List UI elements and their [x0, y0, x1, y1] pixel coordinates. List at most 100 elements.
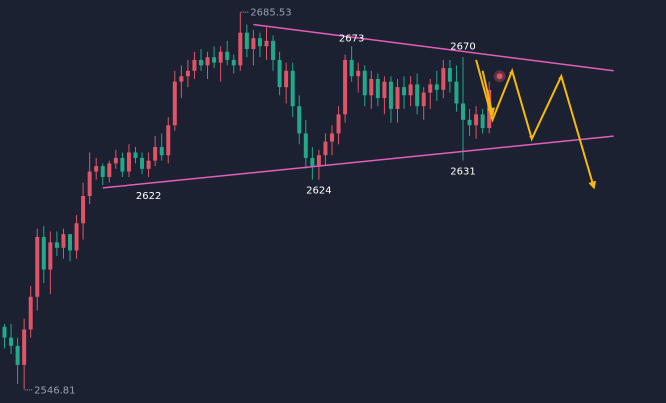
- candle-body: [231, 59, 236, 66]
- high-extreme-label: 2685.53: [250, 8, 291, 19]
- candle-body: [22, 329, 27, 365]
- candle: [9, 324, 14, 354]
- candle-body: [212, 57, 217, 63]
- candle-body: [133, 152, 138, 158]
- level-annotation: 2622: [136, 191, 161, 202]
- candle: [467, 108, 472, 137]
- candle: [441, 59, 446, 99]
- candle-body: [87, 171, 92, 197]
- candle-body: [54, 242, 59, 248]
- candle: [35, 228, 40, 311]
- candle-body: [421, 92, 426, 107]
- candle: [48, 231, 53, 295]
- candle: [81, 182, 86, 240]
- candles-layer: [2, 12, 492, 390]
- candle-body: [2, 326, 7, 338]
- candle-body: [408, 84, 413, 96]
- candle-body: [159, 147, 164, 156]
- candle-body: [428, 84, 433, 93]
- candle-body: [461, 103, 465, 120]
- candle-body: [238, 32, 243, 66]
- candle: [153, 136, 158, 167]
- low-extreme-label: 2546.81: [34, 385, 75, 396]
- candle-body: [68, 234, 72, 251]
- candle: [257, 32, 262, 58]
- candle-body: [61, 234, 66, 248]
- candle: [126, 144, 131, 177]
- candle: [199, 49, 203, 71]
- candle-body: [415, 84, 420, 107]
- candle-body: [467, 119, 472, 126]
- candle: [28, 285, 33, 338]
- candle-body: [94, 166, 99, 172]
- candle: [22, 318, 27, 390]
- candle: [264, 27, 269, 60]
- candle: [271, 35, 276, 71]
- candle-body: [375, 78, 380, 99]
- candle: [284, 62, 289, 104]
- candle: [421, 87, 426, 120]
- candle-body: [343, 59, 348, 115]
- level-annotation: 2670: [450, 41, 475, 52]
- candle: [74, 215, 79, 259]
- candle: [54, 231, 59, 256]
- candle-body: [192, 59, 197, 71]
- candle: [120, 152, 125, 177]
- candle: [61, 228, 66, 259]
- candle: [15, 337, 20, 384]
- trendlines-layer: [102, 23, 614, 189]
- candle-body: [153, 147, 158, 161]
- candle-body: [146, 160, 151, 169]
- candle-body: [244, 32, 249, 50]
- candle-body: [113, 157, 118, 164]
- candle-body: [35, 236, 40, 297]
- candle-body: [310, 157, 315, 167]
- candle: [100, 163, 105, 186]
- candle: [205, 51, 210, 79]
- candle-body: [349, 59, 354, 77]
- candle-body: [480, 114, 485, 128]
- candle: [94, 157, 99, 180]
- candle-body: [303, 133, 308, 158]
- candle: [192, 51, 197, 79]
- candle-body: [15, 345, 20, 365]
- candle: [323, 133, 328, 167]
- candle: [310, 147, 315, 180]
- candle-body: [330, 133, 334, 142]
- candle: [415, 73, 420, 115]
- candle: [133, 147, 138, 164]
- candle: [402, 76, 407, 109]
- candle: [375, 73, 380, 107]
- current-marker: [496, 73, 503, 80]
- candle-body: [356, 70, 361, 77]
- candle: [474, 106, 479, 139]
- candle: [159, 133, 164, 161]
- candle-body: [120, 157, 125, 172]
- candle: [343, 54, 348, 123]
- candle-body: [166, 125, 171, 156]
- candle-body: [140, 157, 145, 169]
- candle: [428, 78, 433, 109]
- candle-body: [290, 70, 295, 107]
- candle-body: [41, 236, 46, 270]
- candle-body: [284, 70, 289, 88]
- candle-body: [362, 70, 367, 96]
- candle: [238, 12, 243, 71]
- candle-body: [447, 68, 452, 82]
- candle-body: [316, 155, 321, 167]
- candle-body: [388, 81, 393, 109]
- candle: [172, 70, 177, 131]
- candle: [41, 226, 46, 284]
- candle: [480, 108, 485, 134]
- candle-body: [81, 196, 86, 224]
- candle: [244, 24, 249, 58]
- candle: [166, 117, 171, 164]
- trendline-upper: [253, 23, 614, 72]
- candle: [454, 65, 459, 112]
- level-annotation: 2631: [450, 167, 475, 178]
- candle: [225, 40, 230, 66]
- candle: [388, 76, 393, 123]
- candle-body: [126, 152, 131, 172]
